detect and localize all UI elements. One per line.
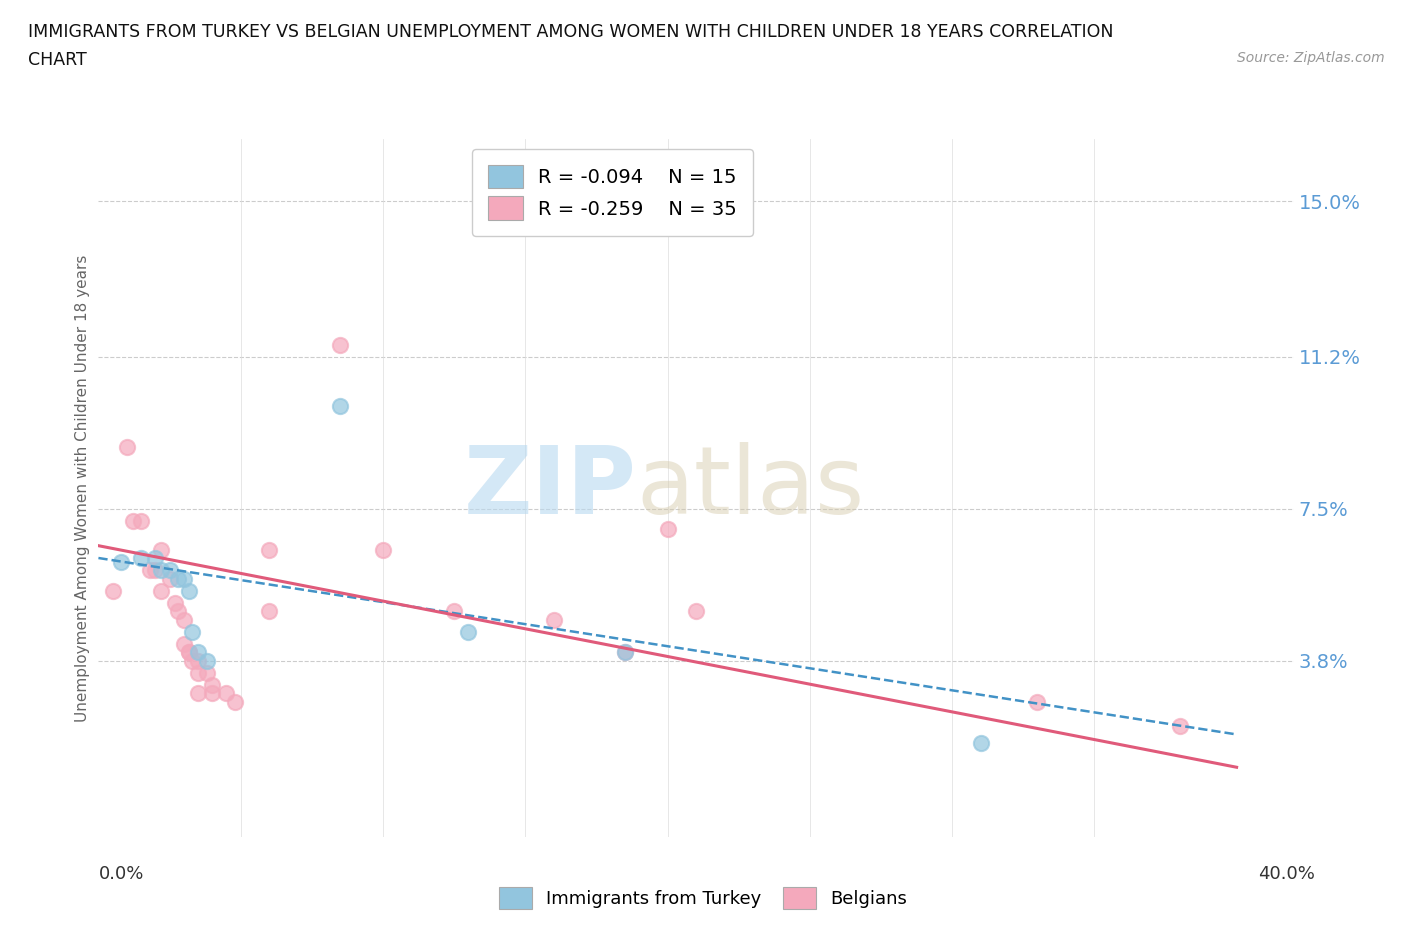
Point — [201, 678, 224, 693]
Point — [165, 596, 187, 611]
Point — [457, 624, 479, 639]
Point — [167, 571, 190, 586]
Point — [110, 554, 132, 569]
Point — [121, 513, 143, 528]
Text: CHART: CHART — [28, 51, 87, 69]
Point — [371, 542, 394, 557]
Point — [613, 644, 636, 659]
Point — [159, 571, 181, 586]
Point — [201, 686, 224, 701]
Point — [685, 604, 707, 618]
Point — [443, 604, 465, 618]
Point — [179, 583, 201, 598]
Point — [173, 612, 195, 627]
Text: ZIP: ZIP — [464, 443, 637, 534]
Point — [138, 563, 160, 578]
Point — [195, 666, 218, 681]
Point — [613, 644, 636, 659]
Point — [179, 644, 201, 659]
Point — [187, 653, 209, 668]
Y-axis label: Unemployment Among Women with Children Under 18 years: Unemployment Among Women with Children U… — [75, 255, 90, 722]
Point — [143, 551, 166, 565]
Point — [257, 604, 280, 618]
Point — [143, 563, 166, 578]
Legend: R = -0.094    N = 15, R = -0.259    N = 35: R = -0.094 N = 15, R = -0.259 N = 35 — [472, 149, 752, 235]
Point — [657, 522, 679, 537]
Point — [224, 694, 246, 709]
Point — [329, 338, 352, 352]
Point — [150, 563, 173, 578]
Point — [329, 399, 352, 414]
Point — [1168, 719, 1191, 734]
Point — [181, 653, 204, 668]
Point — [173, 637, 195, 652]
Text: IMMIGRANTS FROM TURKEY VS BELGIAN UNEMPLOYMENT AMONG WOMEN WITH CHILDREN UNDER 1: IMMIGRANTS FROM TURKEY VS BELGIAN UNEMPL… — [28, 23, 1114, 41]
Point — [150, 583, 173, 598]
Point — [101, 583, 124, 598]
Legend: Immigrants from Turkey, Belgians: Immigrants from Turkey, Belgians — [492, 880, 914, 916]
Point — [543, 612, 565, 627]
Point — [181, 624, 204, 639]
Point — [195, 653, 218, 668]
Point — [129, 551, 152, 565]
Point — [150, 542, 173, 557]
Point — [167, 604, 190, 618]
Point — [257, 542, 280, 557]
Point — [173, 571, 195, 586]
Point — [187, 644, 209, 659]
Text: Source: ZipAtlas.com: Source: ZipAtlas.com — [1237, 51, 1385, 65]
Point — [187, 666, 209, 681]
Point — [187, 686, 209, 701]
Text: atlas: atlas — [637, 443, 865, 534]
Point — [179, 644, 201, 659]
Point — [159, 563, 181, 578]
Text: 0.0%: 0.0% — [98, 865, 143, 883]
Point — [215, 686, 238, 701]
Point — [1026, 694, 1049, 709]
Text: 40.0%: 40.0% — [1258, 865, 1315, 883]
Point — [969, 736, 991, 751]
Point — [115, 440, 138, 455]
Point — [129, 513, 152, 528]
